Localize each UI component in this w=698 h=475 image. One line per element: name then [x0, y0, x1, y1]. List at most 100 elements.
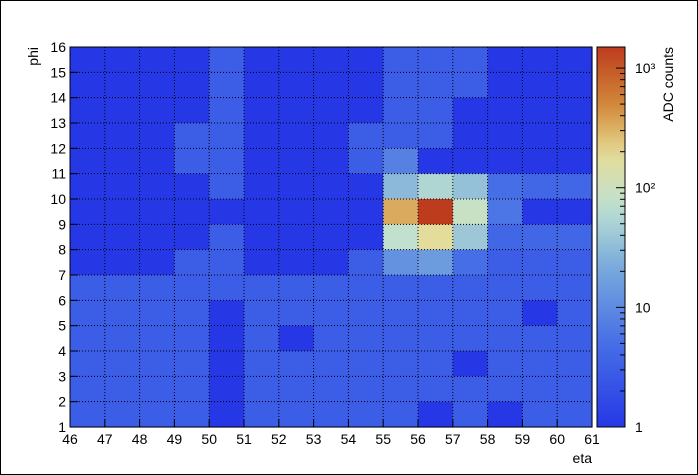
heatmap-cell [139, 72, 175, 99]
x-tick-label: 49 [167, 431, 183, 447]
heatmap-cell [383, 401, 419, 428]
heatmap-cell [70, 224, 106, 251]
colorbar-tick-label: 10 [635, 299, 651, 315]
heatmap-cell [244, 401, 280, 428]
heatmap-cell [104, 199, 141, 225]
heatmap-cell [383, 249, 419, 276]
heatmap-cell [487, 249, 523, 276]
heatmap-cell [452, 199, 489, 225]
heatmap-cell [174, 249, 210, 276]
heatmap-cell [70, 72, 106, 99]
heatmap-cell [452, 300, 489, 327]
heatmap-cell [278, 376, 315, 403]
heatmap-cell [452, 325, 489, 352]
heatmap-cell [209, 148, 245, 175]
heatmap-cell [383, 224, 419, 251]
heatmap-cell [557, 300, 593, 327]
heatmap-cell [174, 401, 210, 428]
y-tick-label: 10 [50, 191, 66, 207]
heatmap-cell [522, 72, 558, 99]
heatmap-cell [174, 275, 210, 301]
heatmap-cell [383, 325, 419, 352]
heatmap-cell [209, 224, 245, 251]
heatmap-cell [139, 325, 175, 352]
heatmap-cell [139, 199, 175, 225]
heatmap-cell [383, 47, 419, 73]
heatmap-cell [522, 173, 558, 200]
heatmap-cell [104, 376, 141, 403]
heatmap-cell [104, 224, 141, 251]
x-axis-label: eta [573, 450, 593, 466]
heatmap-cell [139, 224, 175, 251]
heatmap-cell [452, 376, 489, 403]
heatmap-cell [278, 123, 315, 149]
heatmap-cell [348, 300, 384, 327]
x-axis-ticks: 46 47 48 49 50 51 52 53 54 55 56 57 58 59 60 61 [62, 419, 600, 447]
heatmap-cell [348, 376, 384, 403]
heatmap-cell [174, 224, 210, 251]
heatmap-cell [383, 300, 419, 327]
x-tick-label: 53 [306, 431, 322, 447]
heatmap-cell [244, 123, 280, 149]
heatmap-cell [487, 123, 523, 149]
heatmap-cell [313, 351, 349, 377]
heatmap-cell [522, 300, 558, 327]
heatmap-cell [383, 376, 419, 403]
heatmap-cell [244, 173, 280, 200]
heatmap-cell [209, 401, 245, 428]
heatmap-cell [209, 325, 245, 352]
heatmap-cell [70, 325, 106, 352]
heatmap-cell [104, 72, 141, 99]
heatmap-cell [244, 97, 280, 124]
heatmap-cell [139, 123, 175, 149]
colorbar-tick-label: 10³ [635, 60, 656, 76]
heatmap-cell [313, 47, 349, 73]
heatmap-cell [418, 325, 454, 352]
colorbar-ticks: 1 10 10² 10³ [616, 60, 656, 435]
heatmap-cell [139, 249, 175, 276]
x-tick-label: 47 [97, 431, 113, 447]
heatmap-cell [383, 173, 419, 200]
heatmap-cell [418, 148, 454, 175]
heatmap-cell [70, 173, 106, 200]
heatmap-cell [522, 47, 558, 73]
heatmap-cell [383, 72, 419, 99]
heatmap-cell [557, 72, 593, 99]
heatmap-cell [313, 97, 349, 124]
y-axis-label: phi [25, 47, 41, 66]
heatmap-cell [174, 97, 210, 124]
x-tick-label: 52 [271, 431, 287, 447]
heatmap-cell [244, 47, 280, 73]
heatmap-cell [104, 401, 141, 428]
heatmap-cell [278, 148, 315, 175]
heatmap-cell [313, 199, 349, 225]
grid-lines [70, 47, 592, 427]
heatmap-cell [348, 249, 384, 276]
heatmap-cell [418, 376, 454, 403]
heatmap-cell [313, 173, 349, 200]
y-tick-label: 6 [58, 292, 66, 308]
x-tick-label: 50 [201, 431, 217, 447]
heatmap-cell [522, 275, 558, 301]
heatmap-cell [278, 401, 315, 428]
heatmap-cell [139, 173, 175, 200]
heatmap-cell [104, 148, 141, 175]
heatmap-cell [244, 199, 280, 225]
heatmap-cell [557, 325, 593, 352]
heatmap-cell [313, 401, 349, 428]
heatmap-cell [104, 249, 141, 276]
heatmap-cell [452, 275, 489, 301]
heatmap-cell [313, 224, 349, 251]
heatmap-cell [383, 97, 419, 124]
heatmap-cell [70, 300, 106, 327]
heatmap-cell [383, 275, 419, 301]
heatmap-cell [278, 199, 315, 225]
heatmap-cell [348, 173, 384, 200]
heatmap-cell [487, 376, 523, 403]
heatmap-cell [313, 72, 349, 99]
heatmap-cell [418, 199, 454, 225]
heatmap-cell [104, 123, 141, 149]
heatmap-cell [70, 249, 106, 276]
heatmap-cell [174, 376, 210, 403]
heatmap-cell [487, 224, 523, 251]
